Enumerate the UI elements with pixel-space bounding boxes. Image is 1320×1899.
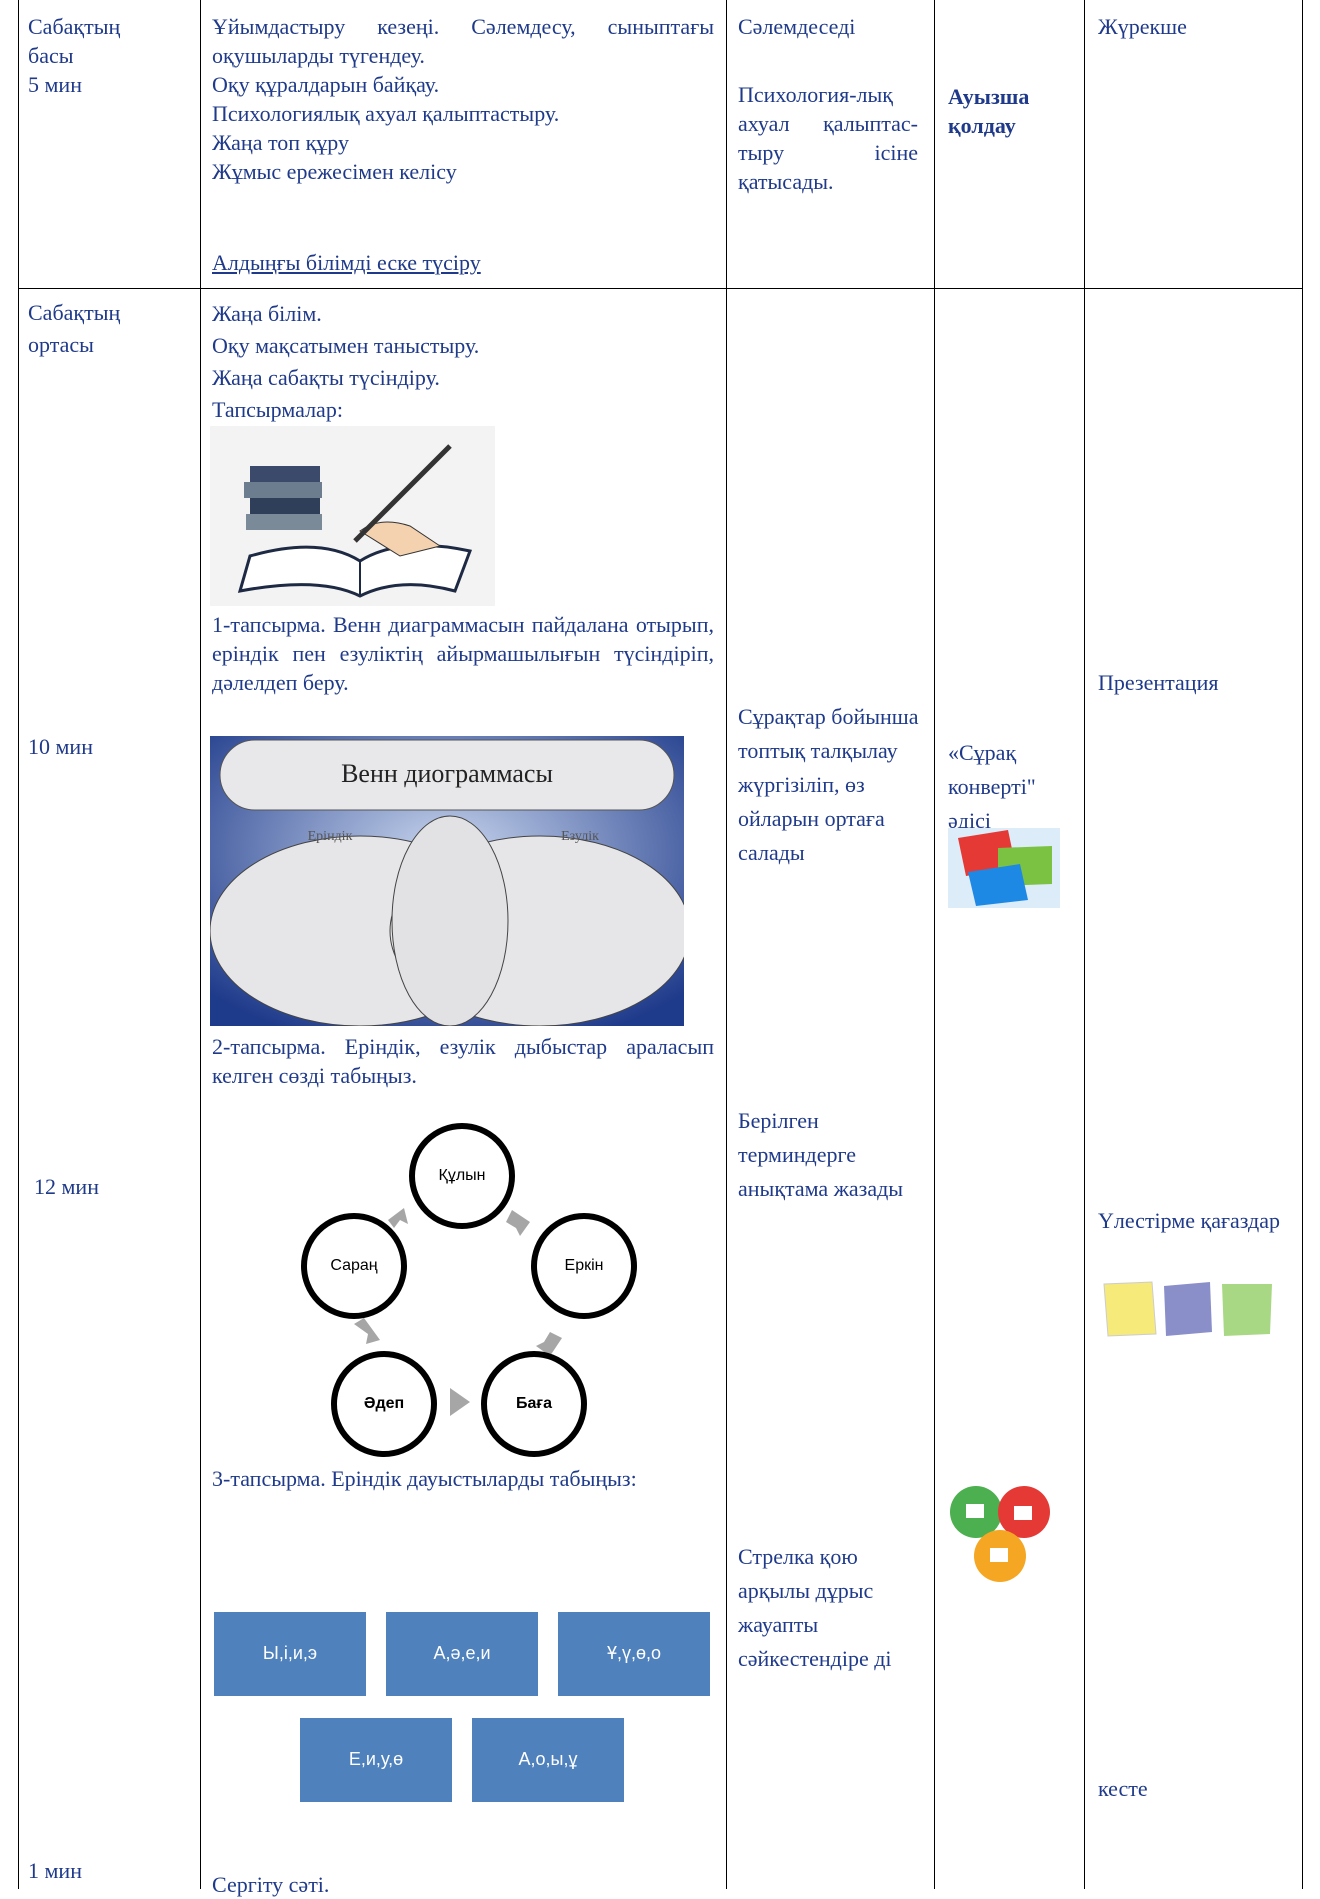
node-label: Баға	[516, 1395, 552, 1412]
text: Жаңа білім.	[212, 301, 322, 326]
border	[18, 288, 1303, 289]
text: Жаңа топ құру	[212, 130, 349, 155]
text: Тапсырмалар:	[212, 397, 343, 422]
text: Жүрекше	[1098, 14, 1187, 39]
text: 1-тапсырма. Венн диаграммасын пайдалана …	[212, 612, 714, 695]
border	[1302, 0, 1303, 1889]
border	[726, 0, 727, 1889]
node-label: Құлын	[439, 1167, 486, 1184]
text: Оқу мақсатымен таныстыру.	[212, 333, 480, 358]
text: Психология-лық ахуал қалыптас-тыру ісіне…	[738, 82, 918, 194]
text: Стрелка қою арқылы дұрыс жауапты сәйкест…	[738, 1544, 892, 1671]
text: Сергіту сәті.	[212, 1872, 330, 1897]
stage: Сабақтың басы 5 мин	[28, 12, 120, 99]
teacher: Жаңа білім. Оқу мақсатымен таныстыру. Жа…	[212, 298, 479, 426]
boxes: Ы,і,и,э А,ә,е,и Ұ,ү,ө,о Е,и,у,ө А,о,ы,ұ	[214, 1612, 710, 1802]
text: Ауызша қолдау	[948, 84, 1030, 138]
text: Үлестірме қағаздар	[1098, 1208, 1281, 1233]
text: Психологиялық ахуал қалыптастыру.	[212, 101, 560, 126]
node-label: Еркін	[565, 1257, 604, 1274]
cycle-diagram: Құлын Еркін Баға Әдеп Сараң	[301, 1123, 637, 1457]
text: 10 мин	[28, 734, 93, 759]
text: «Сұрақ конверті" әдісі	[948, 740, 1036, 833]
venn-title: Венн диограммасы	[341, 759, 553, 788]
text: 1 мин	[28, 1858, 82, 1883]
text: 2-тапсырма. Еріндік, езулік дыбыстар ара…	[212, 1034, 714, 1088]
text: Сабақтың	[28, 14, 121, 39]
text: Оқу құралдарын байқау.	[212, 72, 440, 97]
envelope-icon	[948, 828, 1060, 908]
venn-right: Езулік	[561, 829, 599, 844]
box-label: А,о,ы,ұ	[519, 1749, 578, 1769]
text: Жұмыс ережесімен келісу	[212, 159, 457, 184]
border	[1084, 0, 1085, 1889]
text: 5 мин	[28, 72, 82, 97]
text: 12 мин	[34, 1174, 99, 1199]
box-label: Ұ,ү,ө,о	[607, 1643, 661, 1663]
text: Жаңа сабақты түсіндіру.	[212, 365, 440, 390]
box-label: Е,и,у,ө	[349, 1749, 403, 1769]
books-image	[210, 426, 495, 606]
text: ортасы	[28, 332, 94, 357]
venn-image: Венн диограммасы Еріндік Езулік	[210, 736, 684, 1026]
node-label: Әдеп	[364, 1395, 404, 1412]
text: Сәлемдеседі	[738, 14, 856, 39]
text: Алдыңғы білімді еске түсіру	[212, 250, 481, 275]
box-label: А,ә,е,и	[433, 1643, 490, 1663]
papers-icon	[1103, 1281, 1272, 1337]
teacher: Ұйымдастыру кезеңі. Сәлемдесу, сыныптағы…	[212, 12, 714, 186]
text: басы	[28, 43, 74, 68]
text: Сабақтың	[28, 300, 121, 325]
text: Ұйымдастыру кезеңі. Сәлемдесу, сыныптағы…	[212, 14, 714, 68]
border	[200, 0, 201, 1889]
node-label: Сараң	[330, 1257, 377, 1274]
border	[934, 0, 935, 1889]
text: кесте	[1098, 1776, 1148, 1801]
text: Берілген терминдерге анықтама жазады	[738, 1108, 904, 1201]
venn-left: Еріндік	[308, 829, 353, 844]
border	[18, 0, 19, 1889]
thumbs-icon	[950, 1486, 1050, 1582]
box-label: Ы,і,и,э	[263, 1643, 317, 1663]
text: Презентация	[1098, 670, 1219, 695]
text: 3-тапсырма. Еріндік дауыстыларды табыңыз…	[212, 1466, 637, 1491]
text: Сұрақтар бойынша топтық талқылау жүргізі…	[738, 704, 919, 865]
